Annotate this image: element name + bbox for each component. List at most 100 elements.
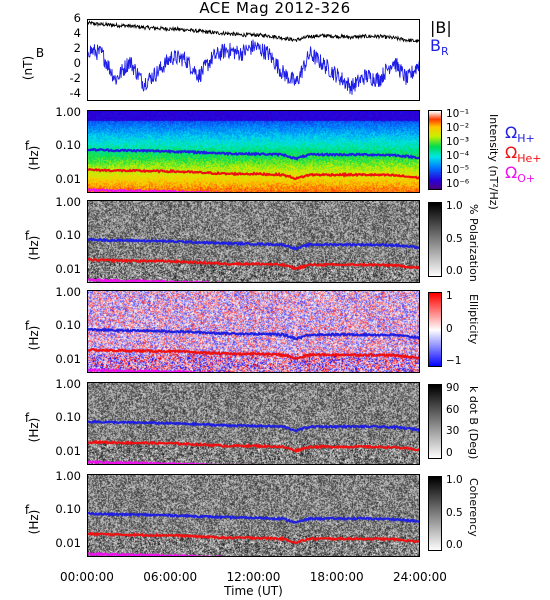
colorbar-tick-label: 0.5 <box>446 506 463 519</box>
x-tick-label: 24:00:00 <box>393 570 447 584</box>
freq-ytick-label: 0.01 <box>55 535 81 550</box>
omega-o-line <box>88 459 262 464</box>
colorbar-label: k dot B (Deg) <box>467 386 480 460</box>
x-tick-label: 12:00:00 <box>226 570 281 584</box>
colorbar-label: % Polarization <box>467 204 480 282</box>
omega-h-line <box>88 327 419 341</box>
kdotb-colorbar <box>428 384 442 459</box>
kdotb-panel <box>87 382 420 465</box>
legend-b-total: |B| <box>430 18 452 37</box>
omega-o-line <box>88 367 257 372</box>
intensity-gyro-lines <box>88 147 419 192</box>
freq-ylabel-unit: (Hz) <box>27 235 41 261</box>
ellipticity-gyro-lines <box>88 327 419 372</box>
freq-ytick-label: 0.10 <box>55 318 81 333</box>
colorbar-label: Coherency <box>467 478 480 537</box>
intensity-colorbar <box>428 110 442 190</box>
polarization-colorbar <box>428 202 442 277</box>
colorbar-tick-label: 10⁻³ <box>446 136 470 148</box>
freq-ylabel-unit: (Hz) <box>27 145 41 171</box>
b-r-line <box>88 39 419 95</box>
b-total-line <box>88 20 419 43</box>
b-ytick-label: 6 <box>73 11 81 25</box>
colorbar-tick-label: −1 <box>446 355 462 367</box>
b-ytick-label: 0 <box>73 55 81 70</box>
freq-ytick-label: 0.01 <box>55 351 81 366</box>
freq-ytick-label: 1.00 <box>55 194 81 209</box>
freq-ytick-label: 1.00 <box>55 284 81 299</box>
coherency-colorbar <box>428 476 442 551</box>
freq-ytick-label: 0.01 <box>55 261 81 276</box>
freq-ylabel: f <box>24 139 30 153</box>
freq-ytick-label: 1.00 <box>55 468 81 483</box>
legend-omega-h: ΩH+ <box>505 123 535 146</box>
b-ylabel: B <box>35 46 45 60</box>
b-ytick-label: -4 <box>69 85 81 100</box>
omega-h-line <box>88 511 419 524</box>
colorbar-tick-label: 10⁻⁴ <box>446 150 470 162</box>
b-ylabel-unit: (nT) <box>21 55 35 81</box>
legend-omega-he: ΩHe+ <box>505 143 542 166</box>
x-axis-label: Time (UT) <box>224 584 283 598</box>
ellipticity-colorbar <box>428 292 442 367</box>
omega-he-line <box>88 167 419 181</box>
freq-ytick-label: 1.00 <box>55 104 81 119</box>
colorbar-tick-label: 10⁻⁵ <box>446 164 470 176</box>
freq-ytick-label: 1.00 <box>55 376 81 391</box>
freq-ytick-label: 0.01 <box>55 443 81 458</box>
omega-h-line <box>88 419 419 433</box>
colorbar-tick-label: 10⁻¹ <box>446 108 470 120</box>
x-tick-label: 06:00:00 <box>143 570 198 584</box>
colorbar-tick-label: 10⁻² <box>446 122 470 134</box>
colorbar-tick-label: 0 <box>446 322 453 335</box>
freq-ylabel: f <box>24 411 30 425</box>
colorbar-tick-label: 60 <box>446 403 460 416</box>
omega-o-line <box>88 278 253 282</box>
colorbar-tick-label: 0.0 <box>446 265 463 277</box>
x-tick-label: 00:00:00 <box>60 570 114 584</box>
b-field-panel <box>87 19 420 101</box>
omega-h-line <box>88 237 419 251</box>
freq-ytick-label: 0.10 <box>55 228 81 243</box>
colorbar-tick-label: 10⁻⁶ <box>446 178 470 190</box>
coherency-gyro-lines <box>88 511 419 556</box>
colorbar-tick-label: 0.0 <box>446 539 463 551</box>
colorbar-tick-label: 1.0 <box>446 474 463 486</box>
omega-he-line <box>88 257 419 271</box>
colorbar-tick-label: 0.5 <box>446 232 463 245</box>
ellipticity-panel <box>87 290 420 373</box>
colorbar-label: Ellipticity <box>467 294 480 345</box>
b-ytick-label: -2 <box>69 70 81 85</box>
colorbar-label: Intensity (nT²/Hz) <box>487 114 500 210</box>
b-field-plot <box>88 20 419 95</box>
x-tick-label: 18:00:00 <box>309 570 364 584</box>
freq-ylabel-unit: (Hz) <box>27 325 41 351</box>
colorbar-tick-label: 0 <box>446 447 453 459</box>
b-ytick-label: 4 <box>73 25 81 40</box>
legend-b-r: BR <box>430 36 449 59</box>
legend-omega-o: ΩO+ <box>505 163 536 186</box>
freq-ytick-label: 0.01 <box>55 171 81 186</box>
freq-ylabel: f <box>24 229 30 243</box>
polarization-gyro-lines <box>88 237 419 282</box>
kdotb-gyro-lines <box>88 419 419 464</box>
colorbar-tick-label: 30 <box>446 425 460 438</box>
omega-he-line <box>88 347 419 360</box>
omega-h-line <box>88 147 419 161</box>
freq-ylabel: f <box>24 503 30 517</box>
colorbar-tick-label: 1 <box>446 290 453 302</box>
freq-ylabel-unit: (Hz) <box>27 509 41 535</box>
freq-ylabel-unit: (Hz) <box>27 417 41 443</box>
b-ytick-label: 2 <box>73 40 81 55</box>
omega-he-line <box>88 439 419 454</box>
polarization-panel <box>87 200 420 283</box>
freq-ytick-label: 0.10 <box>55 502 81 517</box>
freq-ytick-label: 0.10 <box>55 138 81 153</box>
freq-ytick-label: 0.10 <box>55 410 81 425</box>
omega-he-line <box>88 531 419 545</box>
coherency-panel <box>87 474 420 557</box>
colorbar-tick-label: 1.0 <box>446 200 463 212</box>
chart-title: ACE Mag 2012-326 <box>199 0 351 17</box>
omega-o-line <box>88 187 261 192</box>
freq-ylabel: f <box>24 319 30 333</box>
